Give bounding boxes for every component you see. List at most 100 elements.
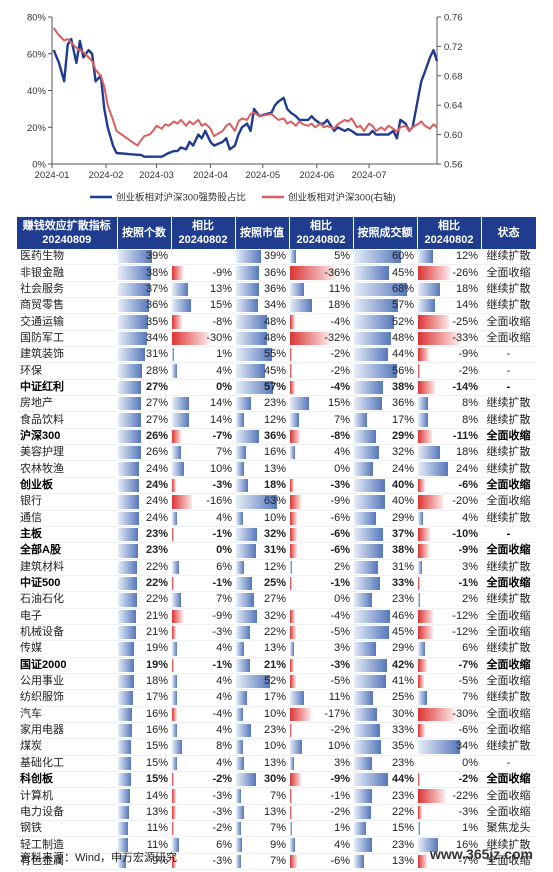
value-bar (236, 658, 250, 672)
value-cell-m: 25% (235, 575, 289, 593)
value-cell-td: -26% (417, 264, 481, 282)
value-bar (172, 478, 176, 493)
value-cell-c: 15% (117, 755, 171, 773)
value-bar (236, 511, 243, 525)
value-bar (236, 527, 257, 542)
value-cell-td: 7% (417, 689, 481, 707)
value-cell-cd: 7% (171, 591, 235, 609)
value-label: 14% (209, 413, 232, 426)
status-cell: 继续扩散 (481, 510, 536, 527)
value-label: 23% (391, 789, 414, 802)
value-label: 14% (145, 789, 168, 802)
value-bar (290, 544, 298, 558)
value-bar (236, 331, 268, 346)
value-bar (354, 576, 380, 591)
value-bar (172, 822, 175, 836)
x-tick-label: 2024-01 (35, 170, 70, 181)
value-bar (172, 642, 177, 656)
value-label: 13% (391, 854, 414, 867)
value-cell-m: 7% (235, 787, 289, 805)
value-cell-t: 38% (353, 379, 417, 397)
table-row: 国防军工 34% -30% 48% -32% 48% -33% 全面收缩 (17, 330, 536, 348)
value-label: 7% (270, 822, 286, 835)
table-row: 建筑材料 22% 6% 12% 2% 31% 3% 继续扩散 (17, 559, 536, 576)
value-label: 1% (462, 822, 478, 835)
value-cell-cd: 1% (171, 346, 235, 364)
value-label: -3% (330, 478, 350, 491)
value-label: -9% (212, 266, 232, 279)
value-cell-t: 29% (353, 428, 417, 446)
status-cell: 继续扩散 (481, 460, 536, 478)
value-cell-td: 3% (417, 559, 481, 576)
value-bar (418, 397, 428, 411)
value-label: 12% (263, 560, 286, 573)
value-cell-t: 33% (353, 722, 417, 740)
value-cell-c: 24% (117, 510, 171, 527)
value-label: 10% (263, 740, 286, 753)
value-cell-cd: -30% (171, 330, 235, 348)
table-row: 计算机 14% -3% 7% -1% 23% -22% 全面收缩 (17, 787, 536, 805)
row-name-cell: 科创板 (17, 771, 117, 789)
status-cell: 全面收缩 (481, 771, 536, 789)
value-bar (290, 838, 295, 852)
value-bar (118, 854, 126, 869)
value-cell-c: 28% (117, 362, 171, 380)
value-bar (118, 429, 141, 444)
value-cell-td: 34% (417, 738, 481, 756)
table-row: 家用电器 16% 4% 23% -2% 33% -6% 全面收缩 (17, 722, 536, 740)
value-bar (418, 560, 422, 574)
value-label: 12% (263, 413, 286, 426)
diffusion-table-container: 赚钱效应扩散指标 20240809 按照个数 相比 20240802 按照市值 相比 2024… (17, 217, 537, 871)
value-bar (236, 593, 254, 607)
value-bar (118, 642, 135, 656)
value-bar (418, 331, 459, 346)
value-label: 23% (145, 544, 168, 557)
value-cell-m: 36% (235, 281, 289, 299)
value-label: 52% (391, 315, 414, 328)
value-cell-t: 24% (353, 460, 417, 478)
value-bar (354, 805, 372, 820)
x-tick-label: 2024-04 (193, 170, 228, 181)
value-label: 16% (455, 838, 478, 851)
value-label: 18% (455, 282, 478, 295)
value-label: 48% (263, 315, 286, 328)
value-bar (354, 250, 401, 264)
value-cell-m: 32% (235, 526, 289, 544)
value-cell-cd: 14% (171, 411, 235, 429)
value-label: 11% (328, 691, 350, 704)
value-label: 1% (216, 348, 232, 361)
value-cell-md: 0% (289, 591, 353, 609)
value-cell-c: 24% (117, 493, 171, 511)
value-bar (172, 691, 177, 705)
value-cell-t: 40% (353, 477, 417, 495)
value-cell-td: 16% (417, 836, 481, 854)
value-cell-cd: 7% (171, 444, 235, 462)
value-bar (354, 822, 366, 836)
value-cell-t: 37% (353, 526, 417, 544)
status-cell: 全面收缩 (481, 428, 536, 446)
status-cell: 全面收缩 (481, 787, 536, 805)
value-cell-md: 3% (289, 755, 353, 773)
value-label: 0% (216, 380, 232, 393)
value-cell-c: 21% (117, 608, 171, 625)
value-bar (418, 773, 421, 787)
row-name-cell: 商贸零售 (17, 297, 117, 315)
value-bar (354, 740, 382, 754)
value-cell-md: -5% (289, 673, 353, 691)
value-label: 0% (334, 462, 350, 475)
value-bar (172, 756, 177, 770)
value-cell-td: 12% (417, 249, 481, 266)
row-name-cell: 社会服务 (17, 281, 117, 299)
value-bar (290, 625, 297, 640)
value-label: -1% (212, 577, 232, 590)
y2-tick-label: 0.56 (444, 160, 463, 171)
value-cell-td: 24% (417, 460, 481, 478)
value-label: 17% (145, 691, 168, 704)
value-bar (418, 740, 461, 754)
value-label: -9% (212, 609, 232, 622)
value-cell-c: 11% (117, 836, 171, 854)
value-cell-cd: 6% (171, 836, 235, 854)
row-name-cell: 房地产 (17, 395, 117, 413)
value-label: 27% (145, 380, 168, 393)
value-label: -1% (330, 577, 350, 590)
